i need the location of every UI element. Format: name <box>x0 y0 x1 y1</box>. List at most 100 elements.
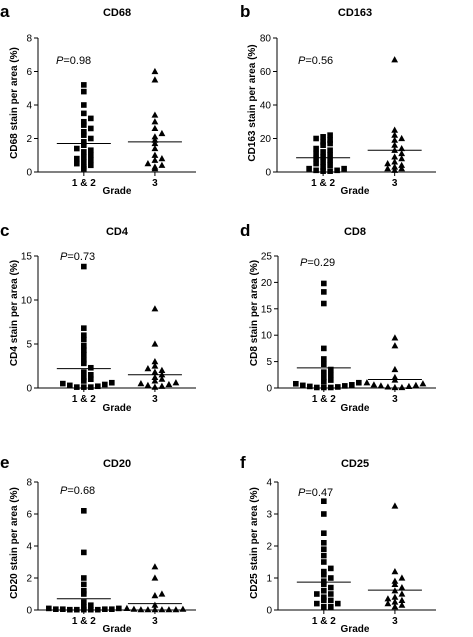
y-tick-label: 15 <box>261 304 273 315</box>
data-point-triangle <box>151 133 159 140</box>
data-point-square <box>307 383 313 390</box>
y-axis-label: CD8 stain per area (%) <box>249 260 260 366</box>
data-point-square <box>81 360 87 367</box>
data-point-square <box>88 115 94 122</box>
data-point-square <box>81 336 87 343</box>
data-point-square <box>81 102 87 108</box>
p-symbol: P <box>56 55 64 67</box>
data-point-square <box>313 150 319 157</box>
data-point-square <box>341 165 347 172</box>
data-point-triangle <box>391 568 399 575</box>
data-point-square <box>328 565 334 572</box>
data-point-triangle <box>151 305 159 312</box>
data-point-triangle <box>391 56 399 63</box>
data-point-triangle <box>391 141 399 148</box>
y-tick-label: 15 <box>21 252 33 263</box>
data-point-square <box>95 383 101 390</box>
x-tick-label: 3 <box>392 178 398 189</box>
y-tick-label: 6 <box>26 67 32 78</box>
data-point-square <box>88 135 94 142</box>
data-point-square <box>81 154 87 160</box>
y-tick-label: 25 <box>261 252 273 263</box>
data-point-triangle <box>377 382 385 389</box>
y-tick-label: 0 <box>26 384 32 395</box>
data-point-triangle <box>384 160 392 167</box>
data-point-square <box>321 581 327 588</box>
y-tick-label: 2 <box>26 574 32 585</box>
data-point-square <box>320 142 326 148</box>
p-symbol: P <box>60 485 68 497</box>
data-point-square <box>74 160 80 167</box>
data-point-square <box>328 366 334 373</box>
data-point-square <box>314 591 320 597</box>
data-point-square <box>328 584 334 591</box>
x-tick-label: 1 & 2 <box>312 616 336 627</box>
p-value-number: =0.68 <box>67 485 95 497</box>
p-value: P=0.29 <box>300 257 335 269</box>
p-value: P=0.56 <box>298 55 333 67</box>
data-point-square <box>321 546 327 552</box>
data-point-square <box>314 384 320 391</box>
data-point-triangle <box>144 160 152 167</box>
data-point-square <box>88 125 94 132</box>
data-point-triangle <box>391 593 399 600</box>
data-point-square <box>81 129 87 135</box>
y-tick-label: 4 <box>26 542 32 553</box>
data-point-triangle <box>172 379 180 386</box>
data-point-square <box>327 137 333 143</box>
data-point-square <box>67 382 73 389</box>
data-point-square <box>306 165 312 172</box>
data-point-square <box>81 347 87 353</box>
y-tick-label: 20 <box>260 134 272 145</box>
data-point-square <box>74 606 80 613</box>
data-point-triangle <box>172 606 180 613</box>
data-point-square <box>81 549 87 556</box>
p-value: P=0.73 <box>60 251 95 263</box>
data-point-triangle <box>151 362 159 369</box>
data-point-square <box>293 380 299 387</box>
data-point-square <box>320 154 326 160</box>
data-point-square <box>88 162 94 169</box>
data-point-square <box>81 357 87 363</box>
y-axis-label: CD163 stain per area (%) <box>247 44 258 161</box>
data-point-square <box>88 372 94 378</box>
data-point-square <box>102 381 108 388</box>
data-point-square <box>321 578 327 584</box>
data-point-triangle <box>151 592 159 599</box>
data-point-square <box>81 374 87 381</box>
data-point-square <box>81 142 87 148</box>
data-point-square <box>321 559 327 565</box>
y-tick-label: 2 <box>26 134 32 145</box>
x-tick-label: 3 <box>152 178 158 189</box>
data-point-square <box>321 568 327 575</box>
data-point-triangle <box>398 134 406 142</box>
data-point-triangle <box>391 502 399 509</box>
data-point-square <box>327 152 333 159</box>
y-axis-label: CD25 stain per area (%) <box>249 487 260 599</box>
data-point-square <box>321 369 327 375</box>
data-point-triangle <box>151 139 159 147</box>
data-point-square <box>95 606 101 613</box>
x-tick-label: 3 <box>152 394 158 405</box>
y-tick-label: 1 <box>266 574 272 585</box>
p-value-number: =0.98 <box>63 55 91 67</box>
data-point-triangle <box>398 155 406 162</box>
y-tick-label: 0 <box>266 384 272 395</box>
data-point-square <box>313 167 319 174</box>
data-point-square <box>109 606 115 612</box>
data-point-triangle <box>391 126 399 133</box>
x-axis-label: Grade <box>103 624 132 635</box>
data-point-triangle <box>419 380 427 387</box>
data-point-square <box>81 575 87 581</box>
data-point-square <box>321 280 327 287</box>
panel-b: b CD163 CD163 stain per area (%) Grade P… <box>240 2 436 197</box>
y-tick-label: 0 <box>26 168 32 179</box>
data-point-triangle <box>391 577 399 584</box>
data-point-triangle <box>151 67 159 75</box>
data-point-triangle <box>151 151 159 158</box>
panel-label: e <box>0 453 9 472</box>
panel-title: CD4 <box>106 226 129 238</box>
data-point-square <box>313 135 319 142</box>
data-point-triangle <box>391 158 399 165</box>
data-point-triangle <box>384 595 392 602</box>
